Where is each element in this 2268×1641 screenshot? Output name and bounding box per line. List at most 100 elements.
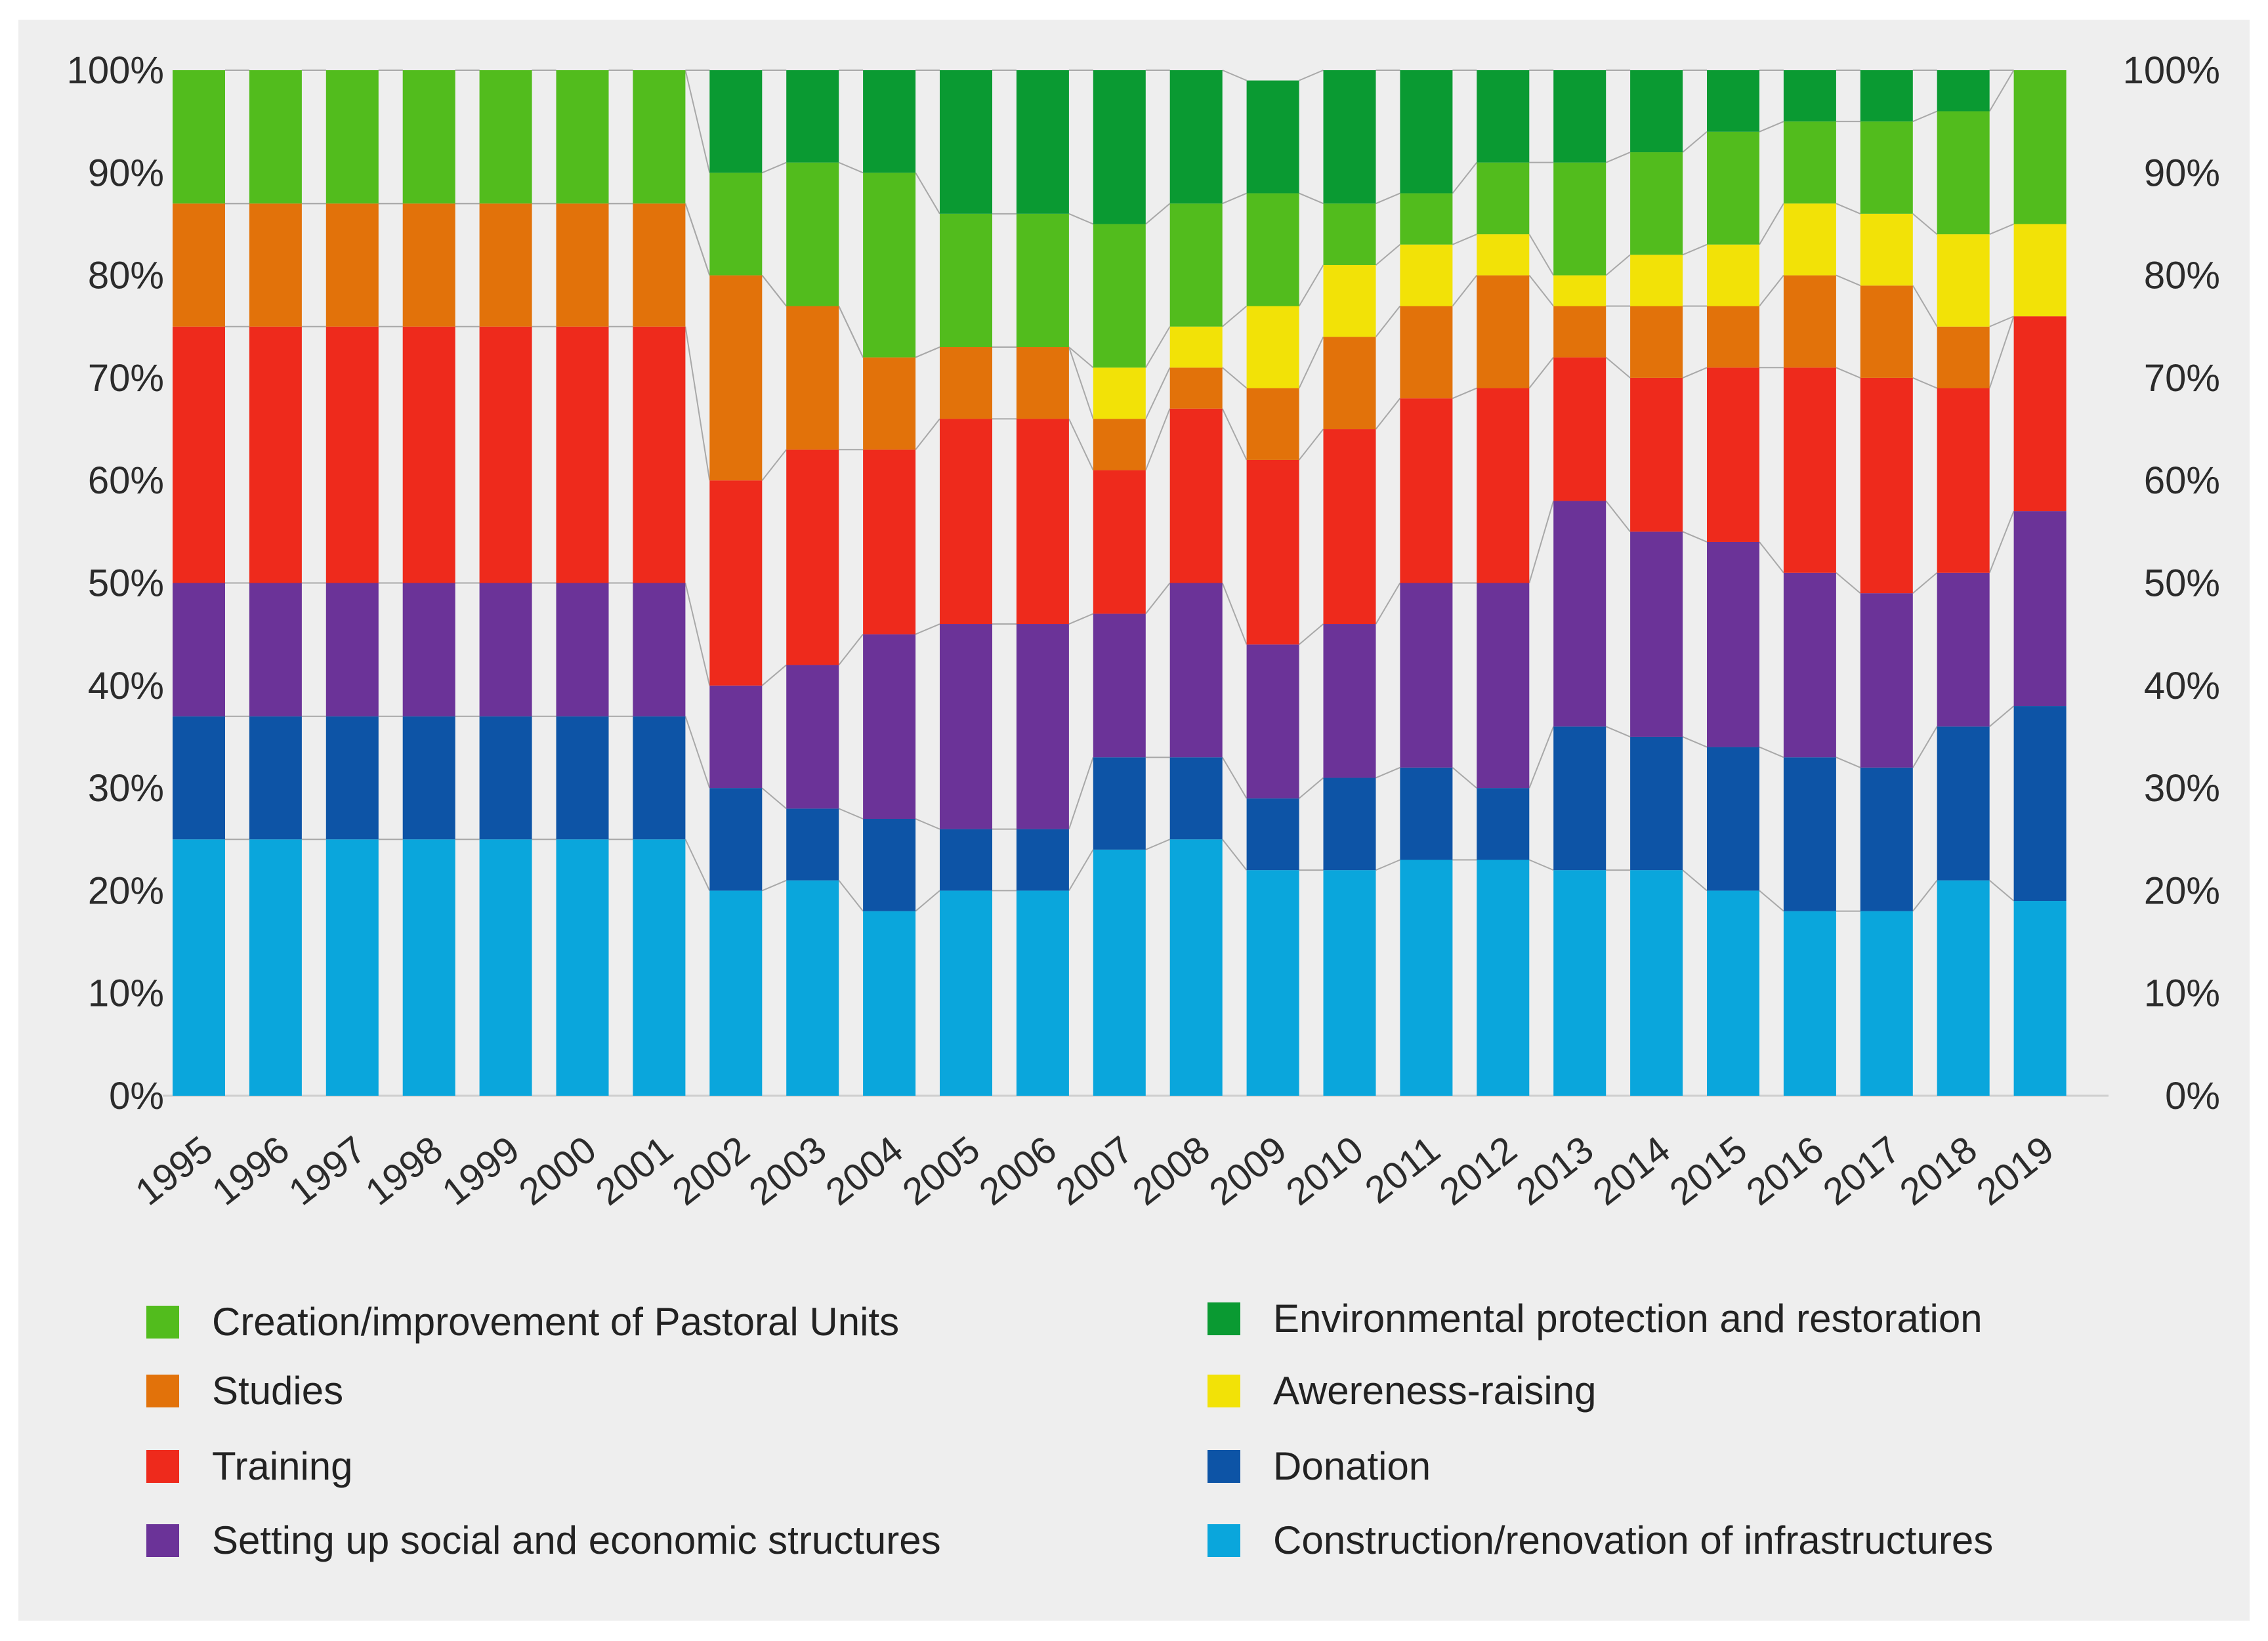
- bar-segment: [1630, 531, 1683, 737]
- y-tick-label-right: 80%: [2144, 255, 2220, 297]
- bar-segment: [1937, 111, 1990, 235]
- connector-line: [1068, 213, 1094, 225]
- y-tick-label-left: 100%: [67, 49, 164, 92]
- bar-segment: [326, 839, 379, 1096]
- connector-line: [1375, 398, 1401, 430]
- connector-line: [761, 449, 787, 481]
- bar-segment: [1553, 70, 1606, 163]
- connector-line: [1836, 203, 1861, 215]
- bar-segment: [1860, 121, 1913, 214]
- connector-line: [1682, 869, 1708, 892]
- x-tick-label: 2010: [1278, 1128, 1372, 1214]
- bar-segment: [1477, 234, 1530, 276]
- bar-segment: [1707, 131, 1759, 245]
- bar-segment: [2013, 224, 2067, 317]
- bar-segment: [1707, 367, 1759, 542]
- bar-segment: [1477, 388, 1530, 583]
- connector-line: [915, 890, 940, 912]
- bar-segment: [709, 685, 763, 789]
- chart-panel: 0% 0% 10% 10% 20% 20% 30% 30% 40% 40% 50% 50% 60% 60%…: [18, 20, 2250, 1621]
- x-tick-label: 2019: [1969, 1128, 2062, 1214]
- bar-segment: [1707, 70, 1759, 132]
- bar-segment: [709, 788, 763, 891]
- x-tick-label: 2006: [971, 1128, 1064, 1214]
- connector-line: [1528, 274, 1554, 307]
- bar-segment: [1630, 870, 1683, 1096]
- bar-segment: [249, 326, 302, 583]
- connector-line: [1298, 264, 1324, 306]
- connector-line: [684, 716, 711, 789]
- connector-line: [1988, 70, 2015, 112]
- connector-line: [1989, 316, 2014, 327]
- connector-line: [1682, 531, 1708, 543]
- bar-segment: [1937, 388, 1990, 573]
- connector-line: [1145, 839, 1171, 850]
- bar-segment: [1323, 429, 1376, 625]
- connector-line: [1759, 121, 1784, 133]
- y-tick-label-right: 100%: [2123, 49, 2220, 92]
- bar-segment: [173, 70, 225, 204]
- bar-segment: [402, 326, 455, 583]
- x-tick-label: 2009: [1202, 1128, 1295, 1214]
- x-tick-label: 2014: [1585, 1128, 1678, 1214]
- bar-segment: [940, 419, 992, 625]
- bar-segment: [2013, 70, 2067, 224]
- connector-line: [1989, 880, 2015, 902]
- connector-line: [1299, 192, 1324, 205]
- connector-line: [1605, 500, 1631, 532]
- bar-segment: [786, 880, 839, 1096]
- bar-segment: [1093, 367, 1146, 419]
- bar-segment: [402, 70, 455, 204]
- bar-segment: [1016, 890, 1069, 1096]
- connector-line: [1376, 192, 1400, 205]
- bar-segment: [173, 326, 225, 583]
- connector-line: [1068, 346, 1094, 419]
- bar-segment: [940, 829, 992, 891]
- connector-line: [684, 326, 711, 481]
- bar-segment: [863, 911, 916, 1096]
- bar-segment: [556, 70, 609, 204]
- bar-segment: [1860, 911, 1913, 1096]
- bar-segment: [1169, 839, 1223, 1096]
- connector-line: [1068, 757, 1094, 829]
- connector-line: [1452, 234, 1477, 245]
- bar-segment: [863, 449, 916, 634]
- bar-segment: [326, 70, 379, 204]
- connector-line: [1528, 234, 1555, 276]
- connector-line: [1759, 541, 1784, 573]
- bar-segment: [1246, 644, 1299, 799]
- bar-segment: [1323, 624, 1376, 778]
- y-tick-label-right: 60%: [2144, 459, 2220, 502]
- bar-segment: [1169, 203, 1223, 327]
- bar-segment: [1783, 367, 1836, 573]
- bar-segment: [940, 890, 992, 1096]
- connector-line: [1988, 510, 2015, 573]
- bar-segment: [1169, 583, 1223, 758]
- bar-segment: [556, 839, 609, 1096]
- connector-line: [1682, 243, 1708, 256]
- bar-segment: [709, 173, 763, 276]
- connector-line: [1376, 859, 1400, 871]
- bar-segment: [633, 583, 686, 717]
- connector-line: [1221, 583, 1248, 645]
- bar-segment: [1630, 306, 1683, 378]
- connector-line: [684, 70, 711, 173]
- connector-line: [684, 583, 711, 686]
- connector-line: [1759, 203, 1784, 245]
- x-tick-label: 2016: [1738, 1128, 1832, 1214]
- bar-segment: [709, 70, 763, 173]
- x-tick-label: 1997: [281, 1128, 374, 1214]
- bar-segment: [633, 839, 686, 1096]
- bar-segment: [786, 70, 839, 163]
- connector-line: [684, 839, 711, 891]
- bar-segment: [1630, 152, 1683, 255]
- connector-line: [1605, 356, 1631, 379]
- bar-segment: [1169, 367, 1223, 409]
- bar-segment: [1400, 70, 1453, 194]
- y-tick-label-right: 20%: [2144, 869, 2220, 912]
- connector-line: [1912, 377, 1938, 389]
- bar-segment: [1860, 213, 1913, 286]
- bar-segment: [479, 203, 532, 327]
- connector-line: [1759, 890, 1784, 912]
- y-tick-label-left: 50%: [88, 562, 164, 605]
